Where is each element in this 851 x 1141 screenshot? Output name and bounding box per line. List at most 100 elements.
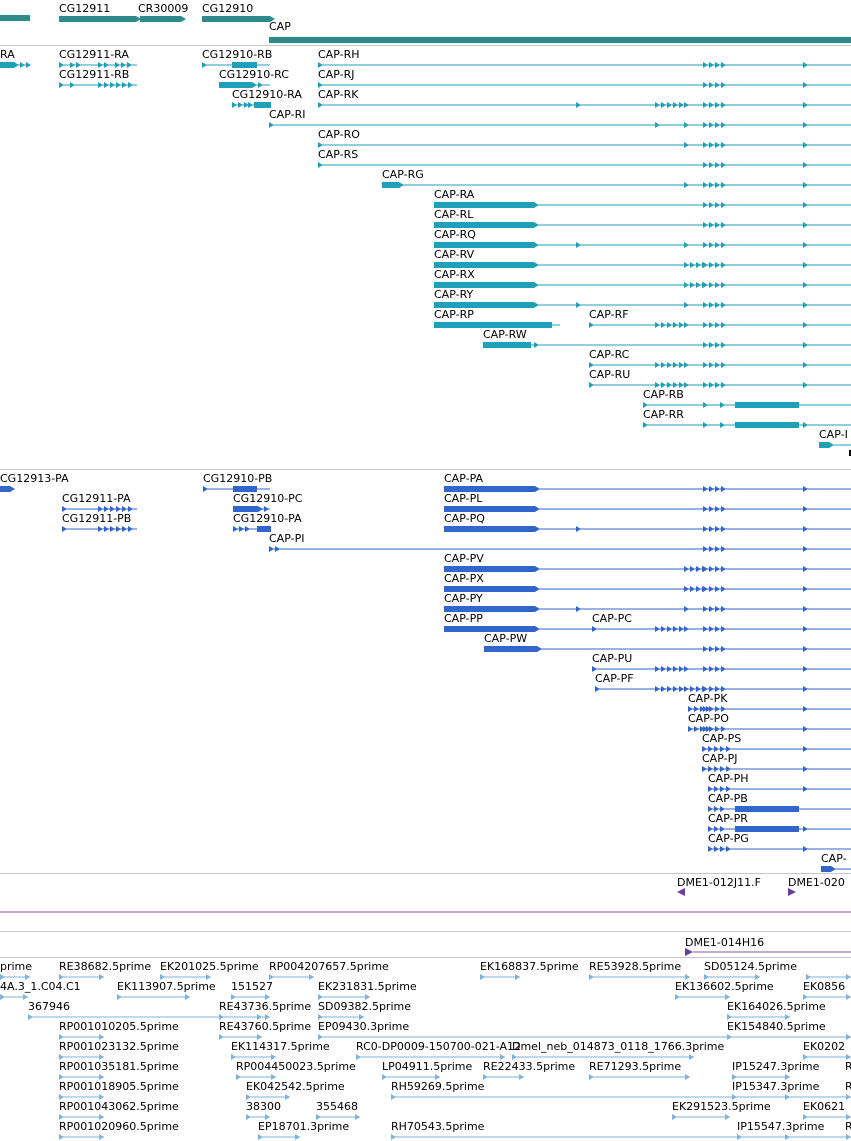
- gene-bar[interactable]: [269, 37, 851, 43]
- est-label[interactable]: RH59269.5prime: [391, 1080, 485, 1093]
- est-label[interactable]: IP15547.3prime: [737, 1120, 825, 1133]
- exon-block[interactable]: [444, 526, 535, 532]
- est-label[interactable]: R: [845, 1060, 851, 1073]
- transcript-label[interactable]: CAP-RX: [434, 268, 475, 281]
- est-label[interactable]: EK0202: [803, 1040, 845, 1053]
- exon-block[interactable]: [434, 282, 534, 288]
- exon-block[interactable]: [819, 442, 829, 448]
- est-label[interactable]: EK042542.5prime: [246, 1080, 345, 1093]
- exon-block[interactable]: [735, 402, 799, 408]
- est-label[interactable]: EK136602.5prime: [675, 980, 774, 993]
- est-label[interactable]: LP04911.5prime: [382, 1060, 473, 1073]
- transcript-label[interactable]: CAP-RA: [434, 188, 475, 201]
- est-label[interactable]: EK164026.5prime: [727, 1000, 826, 1013]
- exon-block[interactable]: [735, 422, 799, 428]
- exon-block[interactable]: [821, 866, 831, 872]
- est-label[interactable]: prime: [0, 960, 32, 973]
- transcript-label[interactable]: CAP-RP: [434, 308, 474, 321]
- protein-label[interactable]: CAP-PQ: [444, 512, 485, 525]
- transcript-label[interactable]: CAP-RC: [589, 348, 630, 361]
- exon-block[interactable]: [444, 486, 535, 492]
- est-label[interactable]: EP18701.3prime: [258, 1120, 349, 1133]
- protein-label[interactable]: CAP-: [821, 852, 847, 865]
- exon-block[interactable]: [434, 222, 534, 228]
- clone-end-marker[interactable]: [685, 948, 693, 956]
- exon-block[interactable]: [434, 262, 534, 268]
- est-label[interactable]: RP001018905.5prime: [59, 1080, 179, 1093]
- exon-block[interactable]: [257, 526, 271, 532]
- est-label[interactable]: RP001035181.5prime: [59, 1060, 179, 1073]
- protein-label[interactable]: CAP-PX: [444, 572, 484, 585]
- gene-bar[interactable]: [59, 16, 136, 22]
- transcript-label[interactable]: CAP-RI: [269, 108, 305, 121]
- protein-label[interactable]: CG12911-PA: [62, 492, 131, 505]
- est-label[interactable]: SD05124.5prime: [704, 960, 797, 973]
- protein-label[interactable]: CAP-PR: [708, 812, 748, 825]
- est-label[interactable]: 38300: [246, 1100, 281, 1113]
- transcript-label[interactable]: CG12911-RB: [59, 68, 129, 81]
- protein-label[interactable]: CAP-PG: [708, 832, 749, 845]
- est-label[interactable]: EK231831.5prime: [318, 980, 417, 993]
- transcript-label[interactable]: CG12910-RC: [219, 68, 289, 81]
- est-label[interactable]: RE53928.5prime: [589, 960, 681, 973]
- transcript-label[interactable]: CAP-RO: [318, 128, 360, 141]
- transcript-label[interactable]: CG12911-RA: [59, 48, 129, 61]
- exon-block[interactable]: [444, 506, 535, 512]
- est-label[interactable]: RP001023132.5prime: [59, 1040, 179, 1053]
- est-label[interactable]: RP004450023.5prime: [236, 1060, 356, 1073]
- gene-bar[interactable]: [202, 16, 270, 22]
- gene-label[interactable]: CAP: [269, 20, 291, 33]
- est-label[interactable]: 355468: [316, 1100, 358, 1113]
- gene-label[interactable]: CG12910: [202, 2, 253, 15]
- protein-label[interactable]: CAP-PV: [444, 552, 484, 565]
- protein-label[interactable]: CAP-PW: [484, 632, 527, 645]
- est-label[interactable]: RE22433.5prime: [483, 1060, 575, 1073]
- est-label[interactable]: EK0621: [803, 1100, 845, 1113]
- protein-label[interactable]: CG12910-PB: [203, 472, 272, 485]
- est-label[interactable]: EP09430.3prime: [318, 1020, 409, 1033]
- exon-block[interactable]: [484, 646, 537, 652]
- est-label[interactable]: RP001020960.5prime: [59, 1120, 179, 1133]
- est-label[interactable]: Dmel_neb_014873_0118_1766.3prime: [512, 1040, 724, 1053]
- transcript-label[interactable]: CAP-I: [819, 428, 848, 441]
- exon-block[interactable]: [232, 62, 257, 68]
- protein-label[interactable]: CAP-PL: [444, 492, 483, 505]
- exon-block[interactable]: [254, 102, 271, 108]
- transcript-label[interactable]: CAP-RV: [434, 248, 475, 261]
- est-label[interactable]: RP004207657.5prime: [269, 960, 389, 973]
- est-label[interactable]: EK114317.5prime: [231, 1040, 330, 1053]
- transcript-label[interactable]: CAP-RF: [589, 308, 629, 321]
- est-label[interactable]: RE43760.5prime: [219, 1020, 311, 1033]
- exon-block[interactable]: [434, 242, 534, 248]
- clone-label[interactable]: DME1-014H16: [685, 936, 764, 949]
- est-label[interactable]: EK291523.5prime: [672, 1100, 771, 1113]
- est-label[interactable]: RE38682.5prime: [59, 960, 151, 973]
- exon-block[interactable]: [434, 322, 552, 328]
- protein-label[interactable]: CAP-PA: [444, 472, 483, 485]
- transcript-label[interactable]: CG12910-RB: [202, 48, 272, 61]
- clone-track-1-canvas[interactable]: DME1-012J11.F DME1-020: [0, 874, 851, 932]
- est-label[interactable]: R: [845, 1080, 851, 1093]
- protein-label[interactable]: CAP-PH: [708, 772, 748, 785]
- est-label[interactable]: EK154840.5prime: [727, 1020, 826, 1033]
- est-label[interactable]: IP15347.3prime: [732, 1080, 820, 1093]
- est-label[interactable]: RC0-DP0009-150700-021-A12: [356, 1040, 521, 1053]
- clone-end-marker[interactable]: [788, 888, 796, 896]
- est-label[interactable]: EK0856: [803, 980, 845, 993]
- est-label[interactable]: EK168837.5prime: [480, 960, 579, 973]
- transcript-label[interactable]: CAP-RJ: [318, 68, 354, 81]
- protein-label[interactable]: CAP-PK: [688, 692, 728, 705]
- exon-block[interactable]: [0, 62, 14, 68]
- protein-label[interactable]: CAP-PB: [708, 792, 748, 805]
- gene-bar[interactable]: [140, 16, 181, 22]
- est-label[interactable]: RP001043062.5prime: [59, 1100, 179, 1113]
- exon-block[interactable]: [444, 626, 535, 632]
- protein-label[interactable]: CAP-PU: [592, 652, 632, 665]
- transcript-label[interactable]: CAP-RB: [643, 388, 684, 401]
- gene-label[interactable]: CR30009: [138, 2, 188, 15]
- est-label[interactable]: R: [845, 1120, 851, 1133]
- transcript-label[interactable]: CAP-RU: [589, 368, 630, 381]
- protein-label[interactable]: CAP-PC: [592, 612, 632, 625]
- clone-end-marker[interactable]: [677, 888, 685, 896]
- exon-block[interactable]: [219, 82, 252, 88]
